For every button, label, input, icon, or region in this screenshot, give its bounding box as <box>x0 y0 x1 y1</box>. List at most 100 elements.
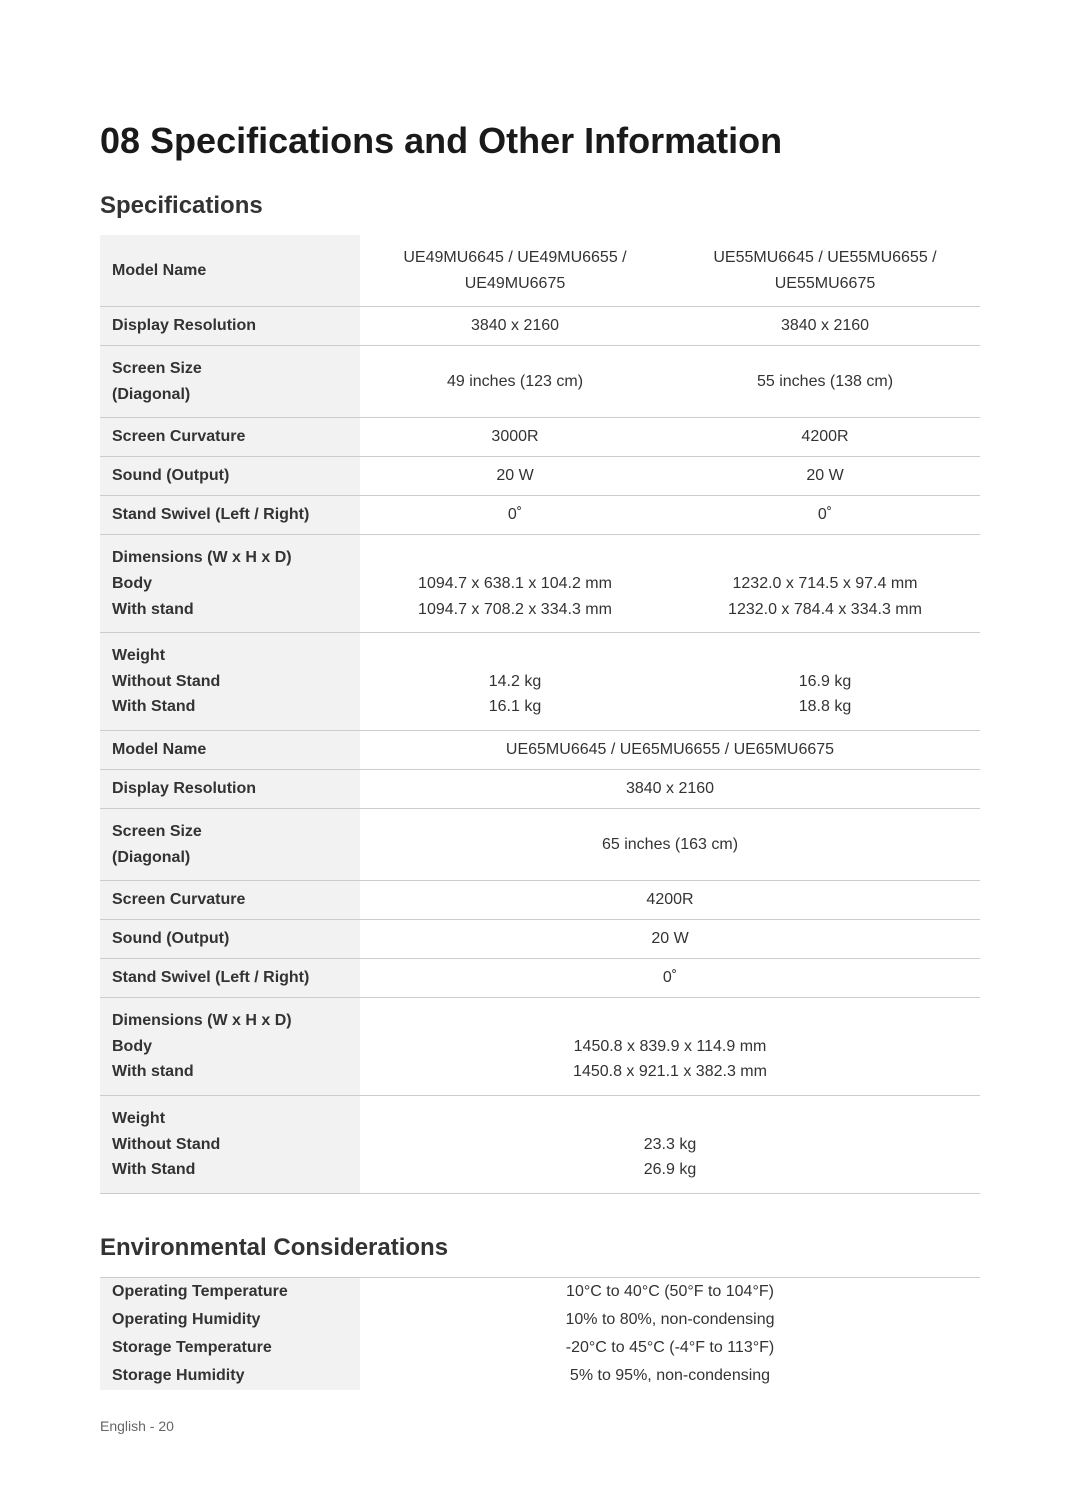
table-row: Model Name UE65MU6645 / UE65MU6655 / UE6… <box>100 730 980 769</box>
spec-value: 20 W <box>670 457 980 496</box>
table-row: Screen Size (Diagonal) 65 inches (163 cm… <box>100 808 980 880</box>
spec-value-line <box>372 1106 968 1132</box>
spec-label-line: Dimensions (W x H x D) <box>112 545 348 571</box>
spec-value: 0˚ <box>360 496 670 535</box>
spec-label: Sound (Output) <box>100 457 360 496</box>
spec-value: UE49MU6645 / UE49MU6655 / UE49MU6675 <box>360 235 670 307</box>
table-row: Stand Swivel (Left / Right) 0˚ <box>100 959 980 998</box>
spec-label: Stand Swivel (Left / Right) <box>100 959 360 998</box>
table-row: Weight Without Stand With Stand 14.2 kg … <box>100 633 980 731</box>
table-row: Operating Temperature 10°C to 40°C (50°F… <box>100 1277 980 1306</box>
spec-value: 4200R <box>670 418 980 457</box>
spec-value-line <box>372 545 658 571</box>
spec-value: 20 W <box>360 457 670 496</box>
spec-value: UE55MU6645 / UE55MU6655 / UE55MU6675 <box>670 235 980 307</box>
spec-label: Screen Curvature <box>100 881 360 920</box>
table-row: Stand Swivel (Left / Right) 0˚ 0˚ <box>100 496 980 535</box>
spec-value-line: UE49MU6675 <box>372 271 658 297</box>
spec-label-line: With stand <box>112 597 348 623</box>
spec-value: 55 inches (138 cm) <box>670 346 980 418</box>
spec-label: Dimensions (W x H x D) Body With stand <box>100 998 360 1096</box>
spec-value: 49 inches (123 cm) <box>360 346 670 418</box>
page-footer: English - 20 <box>100 1418 174 1434</box>
spec-value-line: 16.9 kg <box>682 669 968 695</box>
spec-value: 20 W <box>360 920 980 959</box>
env-value: 5% to 95%, non-condensing <box>360 1362 980 1390</box>
spec-value: 14.2 kg 16.1 kg <box>360 633 670 731</box>
spec-value: 4200R <box>360 881 980 920</box>
spec-label: Sound (Output) <box>100 920 360 959</box>
spec-label-line: With Stand <box>112 1157 348 1183</box>
table-row: Storage Humidity 5% to 95%, non-condensi… <box>100 1362 980 1390</box>
spec-value-line <box>372 643 658 669</box>
spec-value-line: 1094.7 x 638.1 x 104.2 mm <box>372 571 658 597</box>
spec-value: 16.9 kg 18.8 kg <box>670 633 980 731</box>
spec-label-line: Screen Size <box>112 819 348 845</box>
spec-value: 3000R <box>360 418 670 457</box>
table-row: Storage Temperature -20°C to 45°C (-4°F … <box>100 1334 980 1362</box>
table-row: Dimensions (W x H x D) Body With stand 1… <box>100 535 980 633</box>
spec-value-line: 1450.8 x 839.9 x 114.9 mm <box>372 1034 968 1060</box>
spec-label-line: Body <box>112 1034 348 1060</box>
spec-value-line: 14.2 kg <box>372 669 658 695</box>
spec-label-line: With stand <box>112 1059 348 1085</box>
spec-label: Weight Without Stand With Stand <box>100 633 360 731</box>
spec-value-line: 1232.0 x 784.4 x 334.3 mm <box>682 597 968 623</box>
spec-label-line: Screen Size <box>112 356 348 382</box>
env-value: 10% to 80%, non-condensing <box>360 1306 980 1334</box>
env-label: Operating Humidity <box>100 1306 360 1334</box>
spec-label: Weight Without Stand With Stand <box>100 1095 360 1193</box>
spec-label-line: (Diagonal) <box>112 845 348 871</box>
spec-value: 3840 x 2160 <box>360 769 980 808</box>
table-row: Sound (Output) 20 W <box>100 920 980 959</box>
table-row: Operating Humidity 10% to 80%, non-conde… <box>100 1306 980 1334</box>
spec-label: Screen Size (Diagonal) <box>100 808 360 880</box>
spec-value: 3840 x 2160 <box>360 307 670 346</box>
spec-value: UE65MU6645 / UE65MU6655 / UE65MU6675 <box>360 730 980 769</box>
spec-value-line <box>682 545 968 571</box>
spec-value: 0˚ <box>360 959 980 998</box>
spec-value-line: 26.9 kg <box>372 1157 968 1183</box>
spec-label: Dimensions (W x H x D) Body With stand <box>100 535 360 633</box>
spec-value: 0˚ <box>670 496 980 535</box>
spec-value: 1450.8 x 839.9 x 114.9 mm 1450.8 x 921.1… <box>360 998 980 1096</box>
table-row: Sound (Output) 20 W 20 W <box>100 457 980 496</box>
table-row: Display Resolution 3840 x 2160 3840 x 21… <box>100 307 980 346</box>
spec-label-line: Weight <box>112 1106 348 1132</box>
spec-value: 1232.0 x 714.5 x 97.4 mm 1232.0 x 784.4 … <box>670 535 980 633</box>
spec-label: Stand Swivel (Left / Right) <box>100 496 360 535</box>
table-row: Screen Size (Diagonal) 49 inches (123 cm… <box>100 346 980 418</box>
table-row: Screen Curvature 4200R <box>100 881 980 920</box>
env-label: Storage Temperature <box>100 1334 360 1362</box>
env-value: -20°C to 45°C (-4°F to 113°F) <box>360 1334 980 1362</box>
spec-label-line: (Diagonal) <box>112 382 348 408</box>
spec-label: Screen Size (Diagonal) <box>100 346 360 418</box>
spec-value: 1094.7 x 638.1 x 104.2 mm 1094.7 x 708.2… <box>360 535 670 633</box>
spec-label: Model Name <box>100 235 360 307</box>
table-row: Model Name UE49MU6645 / UE49MU6655 / UE4… <box>100 235 980 307</box>
spec-value-line: UE49MU6645 / UE49MU6655 / <box>372 245 658 271</box>
spec-label: Model Name <box>100 730 360 769</box>
spec-value-line <box>372 1008 968 1034</box>
spec-label-line: Without Stand <box>112 1132 348 1158</box>
spec-value: 3840 x 2160 <box>670 307 980 346</box>
table-row: Screen Curvature 3000R 4200R <box>100 418 980 457</box>
env-label: Storage Humidity <box>100 1362 360 1390</box>
spec-value-line: 18.8 kg <box>682 694 968 720</box>
specifications-table: Model Name UE49MU6645 / UE49MU6655 / UE4… <box>100 235 980 1194</box>
spec-value-line: 1232.0 x 714.5 x 97.4 mm <box>682 571 968 597</box>
spec-label: Display Resolution <box>100 769 360 808</box>
table-row: Weight Without Stand With Stand 23.3 kg … <box>100 1095 980 1193</box>
spec-label-line: With Stand <box>112 694 348 720</box>
spec-value-line: UE55MU6645 / UE55MU6655 / <box>682 245 968 271</box>
specifications-title: Specifications <box>100 192 980 220</box>
spec-value: 65 inches (163 cm) <box>360 808 980 880</box>
spec-label-line: Dimensions (W x H x D) <box>112 1008 348 1034</box>
environmental-table: Operating Temperature 10°C to 40°C (50°F… <box>100 1277 980 1390</box>
environmental-title: Environmental Considerations <box>100 1234 980 1262</box>
spec-label: Display Resolution <box>100 307 360 346</box>
spec-value-line: 23.3 kg <box>372 1132 968 1158</box>
spec-value-line: 16.1 kg <box>372 694 658 720</box>
spec-value-line: 1094.7 x 708.2 x 334.3 mm <box>372 597 658 623</box>
spec-value-line <box>682 643 968 669</box>
